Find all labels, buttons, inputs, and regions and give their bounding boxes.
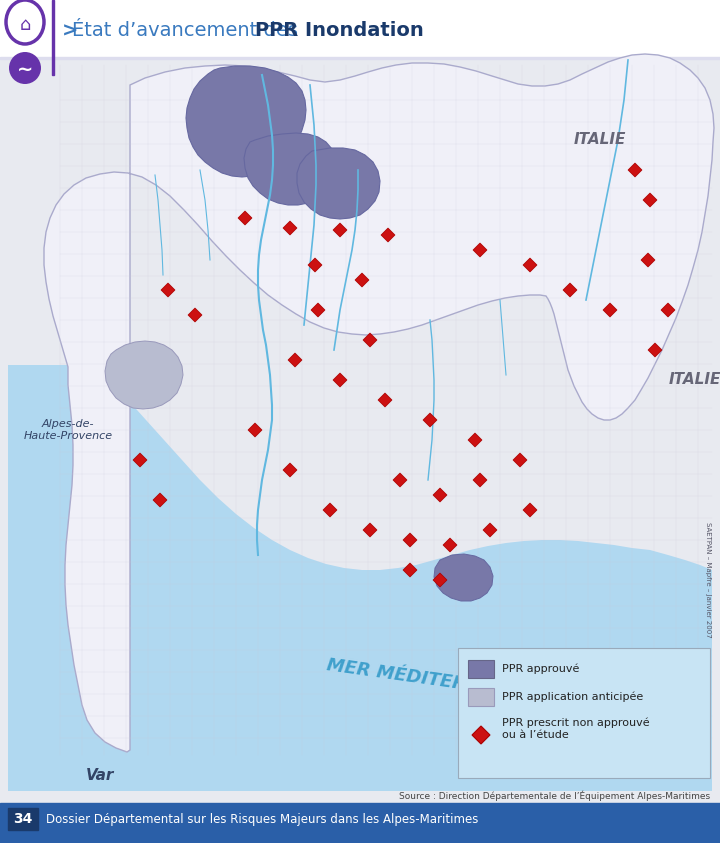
Polygon shape bbox=[283, 463, 297, 477]
Polygon shape bbox=[244, 133, 337, 205]
Polygon shape bbox=[433, 488, 447, 502]
Polygon shape bbox=[523, 503, 537, 517]
Polygon shape bbox=[333, 373, 347, 387]
Text: PPR application anticipée: PPR application anticipée bbox=[502, 692, 643, 702]
Polygon shape bbox=[297, 148, 380, 219]
Text: PPR Inondation: PPR Inondation bbox=[255, 22, 424, 40]
Bar bbox=[0, 58, 720, 791]
Polygon shape bbox=[603, 303, 617, 317]
Text: SAETPAN – Mapfre – Janvier 2007: SAETPAN – Mapfre – Janvier 2007 bbox=[705, 522, 711, 638]
Polygon shape bbox=[363, 523, 377, 537]
Bar bbox=[468, 660, 494, 678]
Polygon shape bbox=[333, 223, 347, 237]
Bar bbox=[458, 648, 710, 778]
Polygon shape bbox=[443, 538, 457, 552]
Polygon shape bbox=[434, 554, 493, 601]
Text: Source : Direction Départementale de l’Équipement Alpes-Maritimes: Source : Direction Départementale de l’É… bbox=[399, 791, 710, 801]
Polygon shape bbox=[283, 221, 297, 235]
Text: Dossier Départemental sur les Risques Majeurs dans les Alpes-Maritimes: Dossier Départemental sur les Risques Ma… bbox=[46, 813, 478, 825]
Polygon shape bbox=[308, 258, 322, 272]
Text: Alpes-de-
Haute-Provence: Alpes-de- Haute-Provence bbox=[24, 419, 112, 441]
Polygon shape bbox=[248, 423, 262, 437]
Polygon shape bbox=[188, 308, 202, 322]
Polygon shape bbox=[648, 343, 662, 357]
Text: Var: Var bbox=[86, 767, 114, 782]
Polygon shape bbox=[563, 283, 577, 297]
Polygon shape bbox=[161, 283, 175, 297]
Bar bbox=[8, 808, 38, 830]
Polygon shape bbox=[355, 273, 369, 287]
Bar bbox=[52, 0, 54, 75]
Bar bbox=[0, 803, 720, 843]
Bar bbox=[468, 688, 494, 706]
Polygon shape bbox=[472, 726, 490, 744]
Text: État d’avancement des: État d’avancement des bbox=[72, 22, 305, 40]
Polygon shape bbox=[133, 453, 147, 467]
Bar bbox=[0, 0, 720, 58]
Polygon shape bbox=[323, 503, 337, 517]
Polygon shape bbox=[628, 163, 642, 177]
Polygon shape bbox=[661, 303, 675, 317]
Polygon shape bbox=[378, 393, 392, 407]
Polygon shape bbox=[423, 413, 437, 427]
Polygon shape bbox=[403, 563, 417, 577]
Polygon shape bbox=[468, 433, 482, 447]
Polygon shape bbox=[433, 573, 447, 587]
Polygon shape bbox=[393, 473, 407, 487]
Polygon shape bbox=[381, 228, 395, 242]
Polygon shape bbox=[473, 473, 487, 487]
Text: ITALIE: ITALIE bbox=[669, 373, 720, 388]
Polygon shape bbox=[513, 453, 527, 467]
Polygon shape bbox=[238, 211, 252, 225]
Polygon shape bbox=[483, 523, 497, 537]
Polygon shape bbox=[186, 66, 306, 177]
Polygon shape bbox=[105, 341, 183, 409]
Text: PPR prescrit non approuvé
ou à l’étude: PPR prescrit non approuvé ou à l’étude bbox=[502, 718, 649, 740]
Text: >: > bbox=[62, 22, 85, 40]
Polygon shape bbox=[44, 54, 714, 752]
Text: MER MÉDITERRANÉE: MER MÉDITERRANÉE bbox=[326, 657, 534, 703]
Polygon shape bbox=[8, 365, 712, 791]
Text: ITALIE: ITALIE bbox=[574, 132, 626, 148]
Polygon shape bbox=[523, 258, 537, 272]
Polygon shape bbox=[403, 533, 417, 547]
Text: 34: 34 bbox=[13, 812, 32, 826]
Polygon shape bbox=[311, 303, 325, 317]
Text: ∼: ∼ bbox=[17, 60, 33, 78]
Polygon shape bbox=[643, 193, 657, 207]
Polygon shape bbox=[473, 243, 487, 257]
Bar bbox=[0, 57, 720, 59]
Polygon shape bbox=[641, 253, 655, 267]
Polygon shape bbox=[153, 493, 167, 507]
Polygon shape bbox=[288, 353, 302, 367]
Text: PPR approuvé: PPR approuvé bbox=[502, 663, 580, 674]
Text: ⌂: ⌂ bbox=[19, 16, 31, 34]
Polygon shape bbox=[363, 333, 377, 347]
Ellipse shape bbox=[9, 52, 41, 84]
Ellipse shape bbox=[6, 0, 44, 44]
